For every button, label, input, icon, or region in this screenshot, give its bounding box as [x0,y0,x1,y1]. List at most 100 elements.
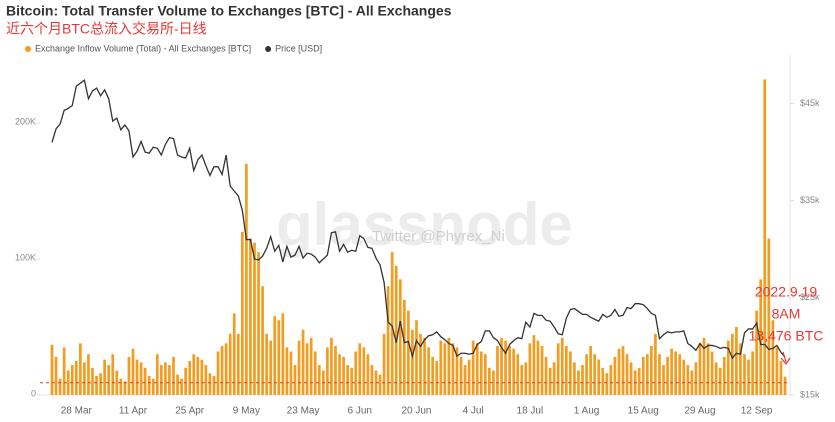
bar [119,378,123,395]
bar [70,365,74,395]
bar [74,361,78,395]
bar [443,343,447,395]
bar [589,346,592,395]
bar [512,348,516,395]
x-tick-label: 11 Apr [119,406,148,417]
x-tick-label: 6 Jun [348,406,372,417]
bar [228,333,232,395]
bar [411,329,414,395]
bar [249,238,252,395]
bar [771,320,775,395]
bar [111,354,115,395]
bar [710,351,714,395]
bar [419,333,422,395]
bar [714,362,718,395]
bar [467,359,471,395]
bar [172,356,175,395]
bar [103,359,106,395]
bar [682,359,686,395]
annotation: 2022.9.19 [755,284,817,300]
bar [751,351,754,395]
bar [180,378,183,395]
bar [747,359,750,395]
bar [204,365,208,395]
x-tick-label: 28 Mar [61,406,93,417]
bar [301,329,305,395]
bar [236,333,240,395]
bar [694,362,698,395]
x-tick-label: 12 Sep [741,406,773,417]
bar [334,346,337,395]
bar [184,367,187,395]
bar [483,354,487,395]
bar [289,351,293,395]
bar [330,337,333,395]
bar [471,340,475,395]
y-tick-label: 0 [31,388,36,398]
bar [342,356,345,395]
bar [496,346,499,395]
bar [573,362,576,395]
bar [309,337,313,395]
bar [556,343,560,395]
bar [366,354,370,395]
bar [224,343,228,395]
bar [155,354,159,395]
bar [245,163,248,395]
bar [326,347,329,395]
bar [192,354,196,395]
bar [536,340,540,395]
bar [350,367,354,395]
bar [650,346,653,395]
bar [524,362,528,395]
bar [735,327,738,395]
bar [99,373,102,395]
y2-tick-label: $35k [800,195,820,205]
bar [775,347,779,395]
bar [164,362,167,395]
bar [147,375,151,395]
bar [597,359,601,395]
bar [743,354,746,395]
bar [447,337,451,395]
y-tick-label: 100K [15,252,36,262]
bar [176,374,179,395]
x-tick-label: 23 May [287,406,320,417]
bar [159,365,163,395]
bar [427,347,430,395]
bar [168,365,171,395]
bar [702,337,706,395]
bar [91,367,94,395]
bar [269,340,273,395]
bar [54,356,58,395]
bar [548,367,552,395]
y2-tick-label: $45k [800,98,820,108]
bar [779,361,783,395]
bar [370,365,374,395]
bar [500,337,503,395]
bar [552,362,556,395]
bar [95,375,98,395]
y2-tick-label: $15k [800,389,820,399]
bar [731,333,734,395]
bar [544,356,548,395]
bar [637,367,641,395]
x-tick-label: 29 Aug [684,406,715,417]
chart-title: Bitcoin: Total Transfer Volume to Exchan… [6,3,452,19]
bar [358,343,362,395]
bar [196,356,200,395]
bar [407,310,410,395]
bar [783,376,787,395]
bar [463,365,467,395]
bar [609,365,613,395]
bar [625,354,629,395]
legend-swatch [265,46,272,52]
bar [78,343,82,395]
bar [726,340,730,395]
annotation: 13,476 BTC [749,328,824,344]
bar [504,340,507,395]
bar [532,335,536,395]
bar [115,370,119,395]
bar [87,354,90,395]
